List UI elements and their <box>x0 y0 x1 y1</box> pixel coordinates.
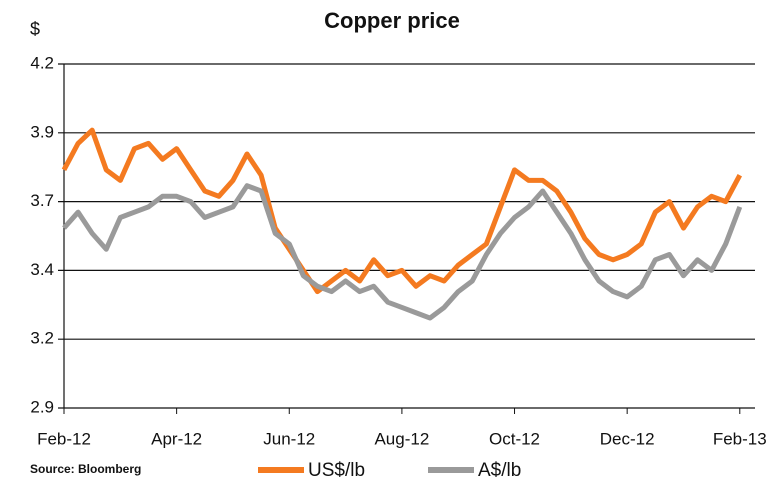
y-tick-label: 3.7 <box>30 191 54 210</box>
y-tick-label: 3.4 <box>30 260 54 279</box>
x-tick-label: Dec-12 <box>600 429 655 448</box>
y-tick-label: 3.2 <box>30 329 54 348</box>
source: Source: Bloomberg <box>30 462 141 476</box>
legend-label: A$/lb <box>478 460 521 481</box>
series-line <box>62 183 743 321</box>
y-axis-label: $ <box>30 19 40 39</box>
series-line <box>61 127 743 295</box>
x-tick-label: Oct-12 <box>489 429 540 448</box>
y-tick-label: 2.9 <box>30 397 54 416</box>
legend-label: US$/lb <box>308 460 365 481</box>
y-tick-label: 4.2 <box>30 53 54 72</box>
x-tick-label: Jun-12 <box>263 429 315 448</box>
x-tick-label: Feb-13 <box>713 429 767 448</box>
y-tick-label: 3.9 <box>30 122 54 141</box>
x-tick-label: Aug-12 <box>374 429 429 448</box>
x-tick-label: Feb-12 <box>37 429 91 448</box>
x-tick-label: Apr-12 <box>151 429 202 448</box>
chart-title: Copper price <box>324 8 460 33</box>
